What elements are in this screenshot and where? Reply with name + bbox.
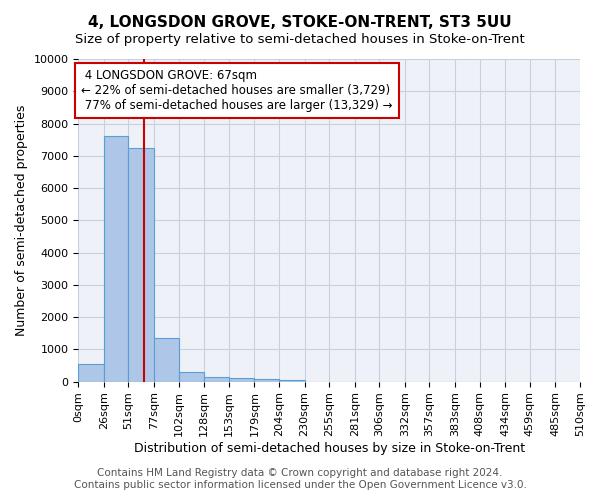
Bar (128, 148, 154, 382)
Bar (279, 380, 305, 382)
Bar (204, 377, 229, 382)
Text: Contains HM Land Registry data © Crown copyright and database right 2024.
Contai: Contains HM Land Registry data © Crown c… (74, 468, 526, 490)
Text: 4 LONGSDON GROVE: 67sqm
← 22% of semi-detached houses are smaller (3,729)
 77% o: 4 LONGSDON GROVE: 67sqm ← 22% of semi-de… (81, 68, 393, 112)
Y-axis label: Number of semi-detached properties: Number of semi-detached properties (15, 104, 28, 336)
Bar (179, 372, 204, 382)
X-axis label: Distribution of semi-detached houses by size in Stoke-on-Trent: Distribution of semi-detached houses by … (134, 442, 525, 455)
Bar (78, 364, 104, 382)
Bar (229, 378, 254, 382)
Text: Size of property relative to semi-detached houses in Stoke-on-Trent: Size of property relative to semi-detach… (75, 32, 525, 46)
Bar (254, 380, 279, 382)
Bar (154, 338, 179, 382)
Text: 4, LONGSDON GROVE, STOKE-ON-TRENT, ST3 5UU: 4, LONGSDON GROVE, STOKE-ON-TRENT, ST3 5… (88, 15, 512, 30)
Bar (104, 136, 128, 382)
